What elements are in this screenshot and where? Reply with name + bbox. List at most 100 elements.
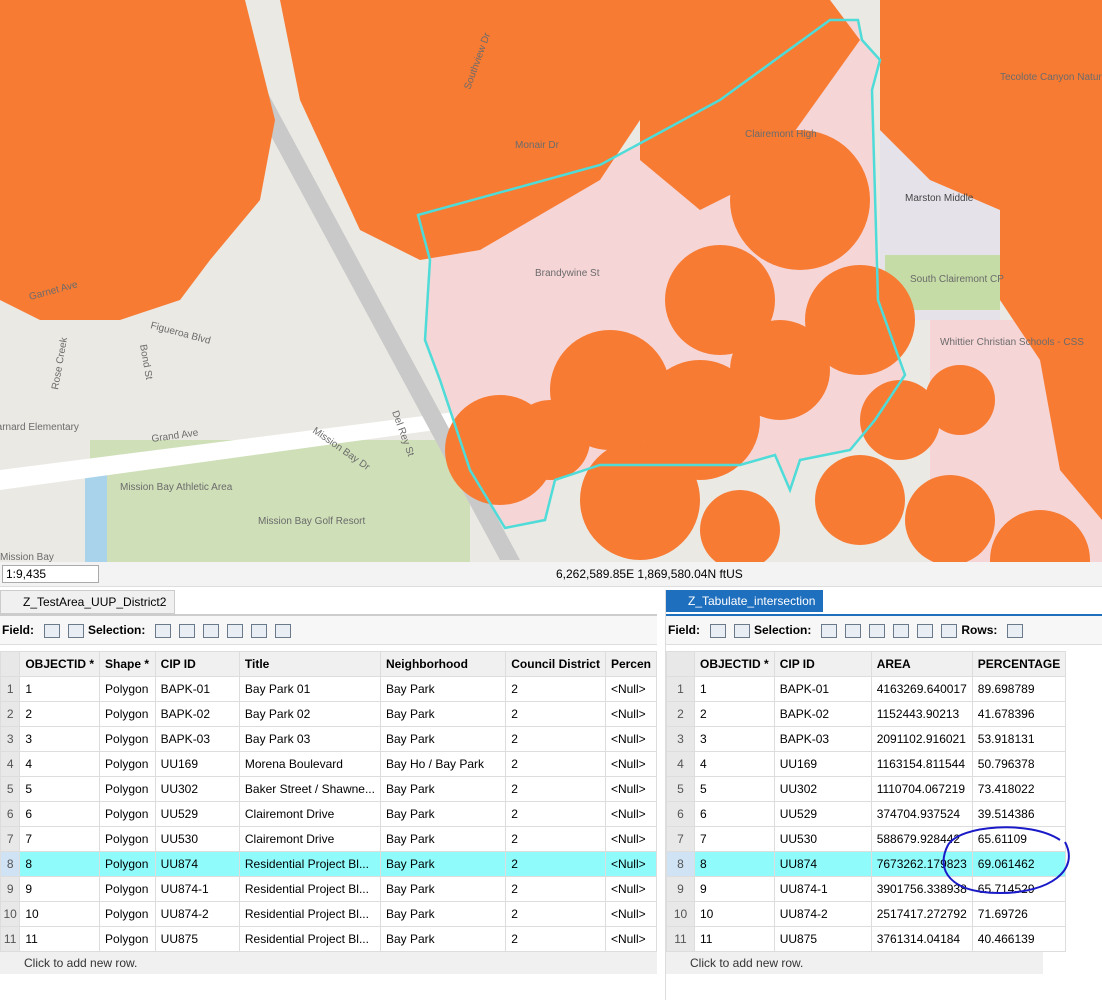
table-cell[interactable]: <Null> xyxy=(604,701,657,727)
table-cell[interactable]: Residential Project Bl... xyxy=(238,901,381,927)
table-cell[interactable]: Polygon xyxy=(99,901,156,927)
table-cell[interactable]: 89.698789 xyxy=(971,676,1067,702)
table-cell[interactable]: 2 xyxy=(505,776,606,802)
row-number[interactable]: 2 xyxy=(0,701,21,727)
tool-button[interactable] xyxy=(179,623,196,638)
tool-button[interactable] xyxy=(68,623,84,638)
table-cell[interactable]: Polygon xyxy=(99,826,156,852)
table-cell[interactable]: 11 xyxy=(19,926,101,952)
row-number[interactable]: 11 xyxy=(0,926,21,952)
table-cell[interactable]: 2 xyxy=(19,701,101,727)
tool-button[interactable] xyxy=(941,623,958,638)
table-cell[interactable]: 5 xyxy=(19,776,101,802)
row-number[interactable]: 3 xyxy=(0,726,21,752)
table-cell[interactable]: 1 xyxy=(694,676,775,702)
table-cell[interactable]: 2517417.272792 xyxy=(870,901,973,927)
row-number[interactable]: 10 xyxy=(0,901,21,927)
table-cell[interactable]: BAPK-03 xyxy=(773,726,872,752)
column-header[interactable]: Title xyxy=(238,651,381,677)
table-cell[interactable]: BAPK-01 xyxy=(154,676,240,702)
column-header[interactable]: Shape * xyxy=(99,651,156,677)
table-cell[interactable]: UU302 xyxy=(154,776,240,802)
table-row[interactable]: 8 8 Polygon UU874 Residential Project Bl... B… xyxy=(0,851,657,877)
table-cell[interactable]: 2 xyxy=(505,701,606,727)
table-cell[interactable]: 2091102.916021 xyxy=(870,726,973,752)
table-cell[interactable]: 3 xyxy=(694,726,775,752)
table-cell[interactable]: Polygon xyxy=(99,851,156,877)
table-cell[interactable]: Polygon xyxy=(99,751,156,777)
table-cell[interactable]: <Null> xyxy=(604,676,657,702)
table-cell[interactable]: Polygon xyxy=(99,676,156,702)
table-cell[interactable]: Polygon xyxy=(99,801,156,827)
table-cell[interactable]: 65.61109 xyxy=(971,826,1067,852)
table-cell[interactable]: Bay Park xyxy=(379,701,507,727)
column-header[interactable]: Neighborhood xyxy=(379,651,507,677)
table-cell[interactable]: Bay Park xyxy=(379,901,507,927)
row-number[interactable]: 1 xyxy=(0,676,21,702)
table-cell[interactable]: UU874-1 xyxy=(773,876,872,902)
table-cell[interactable]: 2 xyxy=(505,726,606,752)
table-cell[interactable]: Bay Park xyxy=(379,926,507,952)
table-cell[interactable]: 6 xyxy=(19,801,101,827)
table-cell[interactable]: 7673262.179823 xyxy=(870,851,973,877)
table-row[interactable]: 3 3 BAPK-03 2091102.916021 53.918131 xyxy=(666,726,1067,752)
table-cell[interactable]: <Null> xyxy=(604,926,657,952)
table-cell[interactable]: <Null> xyxy=(604,901,657,927)
table-cell[interactable]: <Null> xyxy=(604,801,657,827)
table-cell[interactable]: 53.918131 xyxy=(971,726,1067,752)
row-number[interactable]: 6 xyxy=(666,801,695,827)
table-cell[interactable]: BAPK-01 xyxy=(773,676,872,702)
table-cell[interactable]: BAPK-02 xyxy=(154,701,240,727)
table-cell[interactable]: 2 xyxy=(505,876,606,902)
table-cell[interactable]: Bay Park 02 xyxy=(238,701,381,727)
table-cell[interactable]: UU529 xyxy=(154,801,240,827)
table-cell[interactable]: 11 xyxy=(694,926,775,952)
table-cell[interactable]: 5 xyxy=(694,776,775,802)
table-cell[interactable]: 69.061462 xyxy=(971,851,1067,877)
row-number[interactable]: 4 xyxy=(666,751,695,777)
table-cell[interactable]: 7 xyxy=(19,826,101,852)
table-row[interactable]: 5 5 Polygon UU302 Baker Street / Shawne... Ba… xyxy=(0,776,657,802)
tool-button[interactable] xyxy=(893,623,910,638)
row-number[interactable]: 5 xyxy=(0,776,21,802)
tool-button[interactable] xyxy=(917,623,934,638)
table-cell[interactable]: Bay Park xyxy=(379,876,507,902)
table-cell[interactable]: Bay Ho / Bay Park xyxy=(379,751,507,777)
row-number[interactable]: 11 xyxy=(666,926,695,952)
map[interactable]: Southview Dr Monair Dr Brandywine St Mar… xyxy=(0,0,1102,562)
table-cell[interactable]: 3 xyxy=(19,726,101,752)
table-cell[interactable]: 9 xyxy=(19,876,101,902)
column-header[interactable]: OBJECTID * xyxy=(19,651,101,677)
add-row[interactable]: Click to add new row. xyxy=(666,952,1043,974)
table-cell[interactable]: 39.514386 xyxy=(971,801,1067,827)
add-row[interactable]: Click to add new row. xyxy=(0,952,657,974)
row-number[interactable]: 5 xyxy=(666,776,695,802)
table-cell[interactable]: UU169 xyxy=(154,751,240,777)
row-number[interactable]: 2 xyxy=(666,701,695,727)
table-cell[interactable]: 374704.937524 xyxy=(870,801,973,827)
scale-box[interactable]: 1:9,435 xyxy=(2,565,99,583)
row-number[interactable]: 1 xyxy=(666,676,695,702)
table-cell[interactable]: UU875 xyxy=(773,926,872,952)
table-cell[interactable]: Morena Boulevard xyxy=(238,751,381,777)
table-cell[interactable]: 2 xyxy=(505,926,606,952)
tool-button[interactable] xyxy=(869,623,886,638)
table-cell[interactable]: Bay Park 03 xyxy=(238,726,381,752)
table-cell[interactable]: Residential Project Bl... xyxy=(238,876,381,902)
table-row[interactable]: 7 7 Polygon UU530 Clairemont Drive Bay Park 2 <… xyxy=(0,826,657,852)
table-cell[interactable]: UU874-2 xyxy=(773,901,872,927)
row-number[interactable]: 3 xyxy=(666,726,695,752)
table-cell[interactable]: <Null> xyxy=(604,726,657,752)
table-cell[interactable]: UU874 xyxy=(154,851,240,877)
table-cell[interactable]: 1 xyxy=(19,676,101,702)
row-number[interactable]: 10 xyxy=(666,901,695,927)
table-cell[interactable]: Polygon xyxy=(99,776,156,802)
table-cell[interactable]: Polygon xyxy=(99,876,156,902)
table-cell[interactable]: Polygon xyxy=(99,926,156,952)
table-cell[interactable]: Residential Project Bl... xyxy=(238,926,381,952)
table-cell[interactable]: 2 xyxy=(505,751,606,777)
tool-button[interactable] xyxy=(251,623,268,638)
table-cell[interactable]: UU530 xyxy=(154,826,240,852)
table-cell[interactable]: Clairemont Drive xyxy=(238,826,381,852)
tool-button[interactable] xyxy=(1007,623,1024,638)
